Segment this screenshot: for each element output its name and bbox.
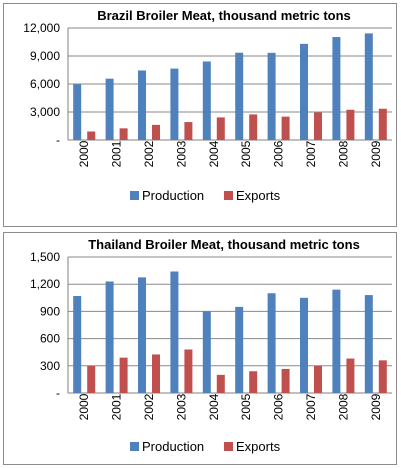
production-bar-2004 xyxy=(202,61,211,140)
production-bar-2007 xyxy=(300,297,308,393)
production-bar-2002 xyxy=(138,277,146,393)
x-tick-label: 2002 xyxy=(142,393,156,420)
exports-bar-2006 xyxy=(281,368,290,393)
x-tick-label: 2001 xyxy=(110,140,124,167)
legend-swatch-production xyxy=(130,191,139,200)
production-bar-2001 xyxy=(105,78,114,140)
chart-title: Thailand Broiler Meat, thousand metric t… xyxy=(88,237,360,252)
production-bar-2007 xyxy=(300,43,308,140)
production-bar-2003 xyxy=(170,271,179,393)
y-tick-label: 9,000 xyxy=(30,49,60,63)
production-bar-2006 xyxy=(267,52,276,140)
x-tick-label: 2001 xyxy=(110,393,124,420)
exports-bar-2007 xyxy=(314,112,322,140)
y-tick-label: 3,000 xyxy=(30,105,60,119)
exports-bar-2008 xyxy=(346,109,355,140)
exports-bar-2003 xyxy=(184,349,193,393)
production-bar-2000 xyxy=(73,295,82,393)
x-tick-label: 2007 xyxy=(304,393,318,420)
exports-bar-2001 xyxy=(119,357,128,393)
legend-label-exports: Exports xyxy=(236,188,281,203)
legend-swatch-exports xyxy=(224,191,233,200)
production-bar-2003 xyxy=(170,68,179,140)
thailand-chart-panel: Thailand Broiler Meat, thousand metric t… xyxy=(3,232,397,465)
legend-label-exports: Exports xyxy=(236,439,281,454)
production-bar-2002 xyxy=(138,70,146,140)
x-tick-label: 2003 xyxy=(174,393,188,420)
exports-bar-2008 xyxy=(346,358,355,393)
y-tick-label: 12,000 xyxy=(23,21,60,35)
production-bar-2005 xyxy=(235,306,244,393)
exports-bar-2007 xyxy=(314,365,322,393)
legend-swatch-exports xyxy=(224,442,233,451)
production-bar-2001 xyxy=(105,281,114,393)
x-tick-label: 2000 xyxy=(77,393,91,420)
y-tick-label: 600 xyxy=(40,332,60,346)
production-bar-2004 xyxy=(202,311,211,393)
x-tick-label: 2006 xyxy=(272,393,286,420)
brazil-chart-panel: Brazil Broiler Meat, thousand metric ton… xyxy=(3,3,397,227)
x-tick-label: 2009 xyxy=(369,140,383,167)
x-tick-label: 2007 xyxy=(304,140,318,167)
exports-bar-2000 xyxy=(87,365,96,393)
production-bar-2008 xyxy=(332,289,341,393)
exports-bar-2005 xyxy=(249,371,258,393)
production-bar-2006 xyxy=(267,293,276,393)
exports-bar-2004 xyxy=(216,374,225,393)
x-tick-label: 2008 xyxy=(336,140,350,167)
x-tick-label: 2004 xyxy=(207,393,221,420)
x-tick-label: 2006 xyxy=(272,140,286,167)
x-tick-label: 2003 xyxy=(174,140,188,167)
exports-bar-2005 xyxy=(249,114,258,140)
exports-bar-2002 xyxy=(152,124,160,140)
thailand-chart: Thailand Broiler Meat, thousand metric t… xyxy=(30,237,392,454)
x-tick-label: 2005 xyxy=(239,393,253,420)
legend-swatch-production xyxy=(130,442,139,451)
exports-bar-2000 xyxy=(87,131,96,140)
x-tick-label: 2005 xyxy=(239,140,253,167)
production-bar-2009 xyxy=(364,33,373,141)
legend-label-production: Production xyxy=(142,439,204,454)
x-tick-label: 2008 xyxy=(336,393,350,420)
y-tick-label: 1,500 xyxy=(30,250,60,264)
exports-bar-2003 xyxy=(184,122,193,140)
production-bar-2000 xyxy=(73,84,82,140)
exports-bar-2006 xyxy=(281,116,290,140)
exports-bar-2004 xyxy=(216,117,225,140)
exports-bar-2002 xyxy=(152,354,160,393)
y-tick-label: 300 xyxy=(40,359,60,373)
production-bar-2008 xyxy=(332,37,341,141)
y-tick-label: 6,000 xyxy=(30,77,60,91)
y-tick-label: - xyxy=(56,133,60,147)
chart-title: Brazil Broiler Meat, thousand metric ton… xyxy=(97,8,351,23)
brazil-chart: Brazil Broiler Meat, thousand metric ton… xyxy=(23,8,392,203)
exports-bar-2009 xyxy=(378,360,387,393)
y-tick-label: 1,200 xyxy=(30,277,60,291)
x-tick-label: 2004 xyxy=(207,140,221,167)
production-bar-2009 xyxy=(364,295,373,393)
production-bar-2005 xyxy=(235,52,244,140)
exports-bar-2001 xyxy=(119,128,128,140)
x-tick-label: 2002 xyxy=(142,140,156,167)
y-tick-label: - xyxy=(56,386,60,400)
exports-bar-2009 xyxy=(378,108,387,140)
y-tick-label: 900 xyxy=(40,304,60,318)
x-tick-label: 2009 xyxy=(369,393,383,420)
legend-label-production: Production xyxy=(142,188,204,203)
x-tick-label: 2000 xyxy=(77,140,91,167)
